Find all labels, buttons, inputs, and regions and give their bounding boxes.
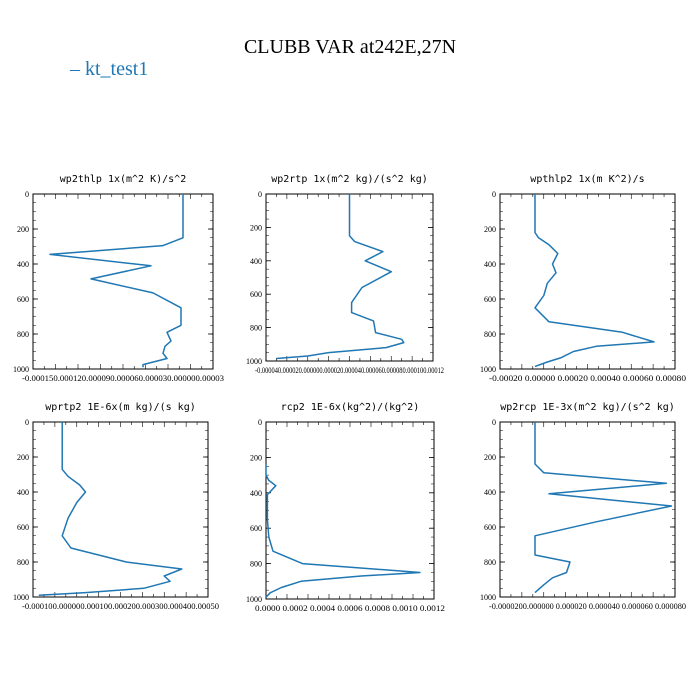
- y-tick-label: 600: [484, 295, 496, 304]
- x-tick-labels: -0.0000200.000000 0.000020 0.000040 0.00…: [489, 602, 686, 611]
- y-tick-label: 0: [258, 190, 262, 199]
- y-tick-label: 200: [484, 453, 496, 462]
- y-tick-label: 1000: [246, 595, 262, 604]
- y-tick-label: 800: [250, 324, 262, 333]
- x-tick-labels: 0.0000 0.0002 0.0004 0.0006 0.0008 0.001…: [255, 604, 445, 613]
- legend-line-icon: –: [70, 58, 80, 80]
- panel-title: wpthlp2 1x(m K^2)/s: [530, 174, 644, 185]
- series-line-kt_test1: [38, 422, 183, 597]
- y-tick-label: 0: [25, 418, 29, 427]
- y-tick-label: 1000: [246, 357, 262, 366]
- series-line-kt_test1: [534, 422, 673, 594]
- y-tick-label: 200: [250, 453, 262, 462]
- y-tick-label: 400: [17, 488, 29, 497]
- series-line-kt_test1: [534, 194, 655, 368]
- plot-frame: [32, 193, 214, 370]
- y-tick-label: 400: [250, 489, 262, 498]
- y-tick-label: 600: [484, 523, 496, 532]
- y-tick-label: 800: [17, 558, 29, 567]
- y-tick-label: 200: [250, 223, 262, 232]
- y-tick-label: 200: [17, 453, 29, 462]
- y-tick-label: 400: [250, 257, 262, 266]
- y-tick-label: 1000: [13, 593, 29, 602]
- y-tick-label: 800: [17, 330, 29, 339]
- panel-title: wprtp2 1E-6x(m kg)/(s kg): [45, 402, 196, 413]
- y-tick-label: 0: [258, 418, 262, 427]
- plot-frame: [32, 421, 209, 598]
- panel-title: wp2rtp 1x(m^2 kg)/(s^2 kg): [271, 174, 428, 185]
- x-tick-labels: -0.000100.000000.000100.000200.000300.00…: [22, 602, 219, 611]
- y-tick-label: 800: [484, 558, 496, 567]
- series-line-kt_test1: [265, 464, 421, 598]
- y-tick-label: 600: [250, 290, 262, 299]
- y-tick-label: 0: [492, 190, 496, 199]
- panel-title: wp2rcp 1E-3x(m^2 kg)/(s^2 kg): [500, 402, 675, 413]
- y-tick-label: 1000: [480, 365, 496, 374]
- y-tick-label: 600: [250, 524, 262, 533]
- y-tick-label: 400: [484, 488, 496, 497]
- y-tick-label: 200: [484, 225, 496, 234]
- y-tick-label: 0: [492, 418, 496, 427]
- y-tick-label: 800: [250, 560, 262, 569]
- x-tick-labels: -0.000150.000120.000090.000060.000030.00…: [22, 374, 224, 383]
- figure-title: CLUBB VAR at242E,27N: [243, 36, 457, 58]
- y-tick-label: 600: [17, 523, 29, 532]
- y-tick-label: 400: [484, 260, 496, 269]
- legend-entry: – kt_test1: [70, 58, 148, 81]
- y-tick-label: 0: [25, 190, 29, 199]
- y-tick-label: 1000: [480, 593, 496, 602]
- x-tick-labels: -0.000040.000020.000000.000020.000040.00…: [255, 366, 444, 375]
- panel-title: wp2thlp 1x(m^2 K)/s^2: [60, 174, 186, 185]
- x-tick-labels: -0.00020 0.00000 0.00020 0.00040 0.00060…: [489, 374, 686, 383]
- y-tick-label: 400: [17, 260, 29, 269]
- panel-title: rcp2 1E-6x(kg^2)/(kg^2): [281, 402, 419, 413]
- series-line-kt_test1: [276, 194, 405, 360]
- plot-frame: [499, 421, 676, 598]
- y-tick-label: 800: [484, 330, 496, 339]
- legend-label: kt_test1: [85, 58, 149, 80]
- y-tick-label: 600: [17, 295, 29, 304]
- series-line-kt_test1: [49, 194, 184, 368]
- y-tick-label: 1000: [13, 365, 29, 374]
- y-tick-label: 200: [17, 225, 29, 234]
